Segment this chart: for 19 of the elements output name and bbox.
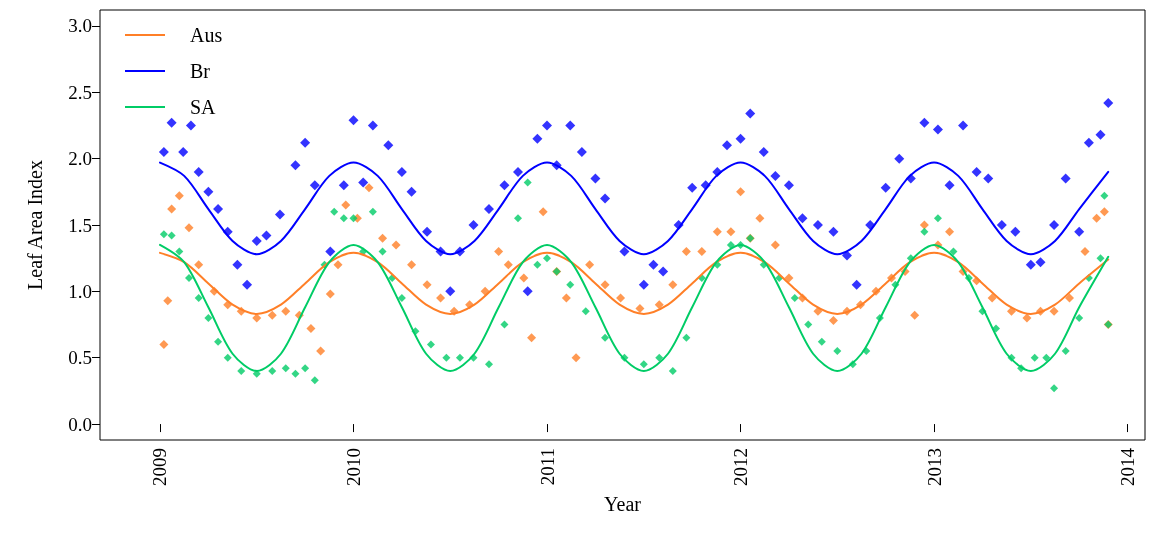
y-tick-label: 2.0 [68, 148, 92, 170]
y-tick-label: 0.0 [68, 413, 92, 435]
y-axis-title: Leaf Area Index [24, 160, 46, 290]
x-tick-label: 2013 [923, 448, 945, 486]
x-axis-title: Year [604, 492, 642, 515]
y-tick-label: 2.5 [68, 81, 92, 103]
x-tick-label: 2014 [1117, 447, 1139, 486]
y-tick-label: 0.5 [68, 347, 92, 369]
line-series [158, 161, 1110, 256]
x-tick-label: 2010 [343, 448, 365, 486]
legend-label: Br [190, 60, 211, 82]
x-tick-label: 2012 [730, 448, 752, 486]
y-tick-label: 1.0 [68, 280, 92, 302]
y-tick-label: 3.0 [68, 15, 92, 37]
x-tick-label: 2009 [149, 448, 171, 486]
legend-label: Aus [190, 24, 223, 46]
x-tick-label: 2011 [536, 448, 558, 486]
legend-label: SA [190, 96, 217, 118]
y-tick-label: 1.5 [68, 214, 92, 236]
